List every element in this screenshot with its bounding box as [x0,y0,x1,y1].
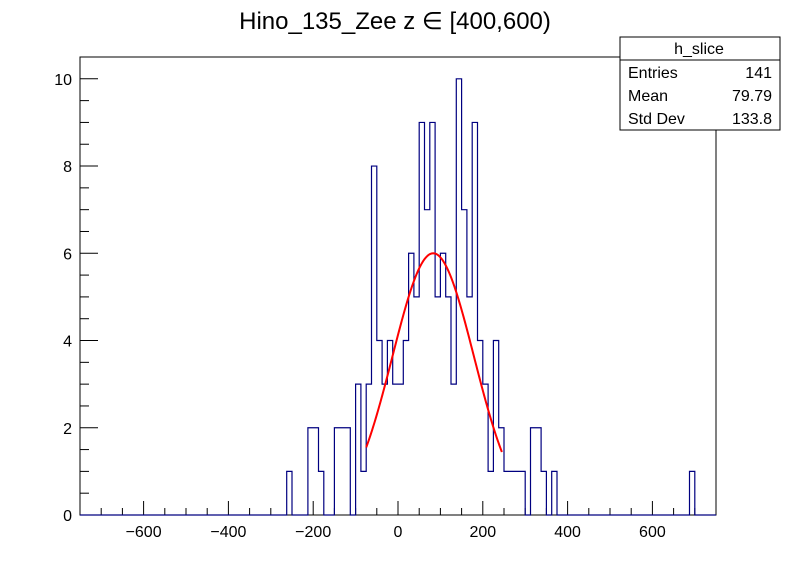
histogram-outline [80,78,716,516]
y-tick-label: 6 [63,246,72,263]
stats-entries-value: 141 [745,65,772,82]
x-tick-label: 200 [469,524,496,541]
histogram-bin [509,471,514,515]
histogram-bin [504,471,509,515]
histogram-bin [515,471,520,515]
histogram-bin [478,341,483,515]
stats-title: h_slice [674,41,724,58]
y-tick-label: 0 [63,508,72,525]
x-tick-label: 600 [639,524,666,541]
x-tick-label: −200 [295,524,331,541]
stats-mean-value: 79.79 [732,88,772,105]
histogram-bin [393,384,398,515]
histogram-bin [499,428,504,515]
histogram-bin [472,122,477,515]
histogram-bin [377,341,382,515]
histogram-bin [446,297,451,515]
x-axis: −600 −400 −200 0 200 400 600 [100,501,696,541]
histogram-bin [414,297,419,515]
histogram-bin [541,471,546,515]
histogram-bin [690,471,695,515]
stats-entries-label: Entries [628,65,678,82]
x-tick-label: −400 [210,524,246,541]
histogram-bin [356,384,361,515]
histogram-bin [462,210,467,515]
histogram-bins [287,79,695,515]
histogram-bin [345,428,350,515]
histogram-bin [340,428,345,515]
histogram-bin [319,471,324,515]
stats-stddev-value: 133.8 [732,111,772,128]
histogram-bin [552,471,557,515]
histogram-bin [488,471,493,515]
histogram-bin [531,428,536,515]
histogram-bin [520,471,525,515]
histogram-bin [451,384,456,515]
histogram-bin [287,471,292,515]
stats-mean-label: Mean [628,88,668,105]
histogram-bin [398,384,403,515]
gaussian-fit-curve [365,252,503,453]
histogram-bin [308,428,313,515]
chart-title: Hino_135_Zee z ∈ [400,600) [239,8,551,35]
histogram-bin [366,384,371,515]
y-axis: 0 2 4 6 8 10 [54,56,98,525]
histogram-bin [403,341,408,515]
x-tick-label: 0 [394,524,403,541]
histogram-bin [313,428,318,515]
x-tick-label: −600 [126,524,162,541]
histogram-bin [334,428,339,515]
histogram-bin [430,122,435,515]
histogram-bin [361,471,366,515]
histogram-bin [382,384,387,515]
y-tick-label: 8 [63,159,72,176]
y-tick-label: 10 [54,72,72,89]
histogram-bin [419,122,424,515]
histogram-bin [372,166,377,515]
histogram-bin [435,297,440,515]
stats-box: h_slice Entries 141 Mean 79.79 Std Dev 1… [619,36,781,131]
y-tick-label: 4 [63,334,72,351]
stats-stddev-label: Std Dev [628,111,685,128]
x-tick-label: 400 [554,524,581,541]
histogram-bin [440,253,445,515]
y-tick-label: 2 [63,421,72,438]
histogram-bin [536,428,541,515]
